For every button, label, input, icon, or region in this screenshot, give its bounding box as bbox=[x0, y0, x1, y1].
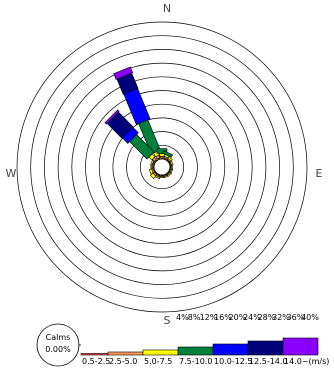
legend-swatch-3 bbox=[177, 346, 214, 356]
legend-swatch-2 bbox=[142, 349, 179, 356]
ring-label-3: 12% bbox=[200, 313, 218, 322]
legend-label-5: 12.5-14.0 bbox=[249, 357, 288, 366]
ring-percent-labels: 4% 8% 12%16%20%24%28%32%36%40% bbox=[176, 313, 319, 322]
legend-swatch-4 bbox=[212, 343, 249, 356]
ring-7 bbox=[57, 62, 267, 272]
legend-label-2: 5.0-7.5 bbox=[144, 357, 172, 366]
legend-swatch-6 bbox=[282, 337, 319, 356]
compass-e-label: E bbox=[316, 167, 323, 180]
ring-6 bbox=[71, 76, 253, 258]
ring-4 bbox=[98, 103, 226, 231]
legend-swatch-5 bbox=[247, 340, 284, 356]
petal-1-bin-6 bbox=[104, 109, 120, 125]
ring-3 bbox=[112, 117, 212, 217]
ring-label-10: 40% bbox=[301, 313, 319, 322]
calms-value: 0.00% bbox=[45, 345, 71, 354]
petal-group bbox=[104, 66, 174, 180]
petal-7-bin-2 bbox=[149, 172, 157, 180]
ring-label-5: 20% bbox=[229, 313, 247, 322]
ring-group bbox=[16, 21, 308, 313]
legend-label-0: 0.5-2.5 bbox=[82, 357, 110, 366]
compass-w-label: W bbox=[6, 167, 17, 180]
ring-9 bbox=[30, 35, 294, 299]
petal-15-bin-2 bbox=[167, 156, 173, 162]
petal-6-bin-2 bbox=[148, 168, 154, 175]
ring-label-4: 16% bbox=[214, 313, 232, 322]
compass-s-label: S bbox=[164, 314, 171, 327]
ring-label-2: 8% bbox=[188, 313, 201, 322]
petal-8-bin-2 bbox=[155, 175, 161, 180]
petal-3-bin-3 bbox=[161, 150, 173, 158]
ring-label-8: 32% bbox=[272, 313, 290, 322]
ring-label-7: 28% bbox=[258, 313, 276, 322]
ring-10 bbox=[16, 21, 308, 313]
legend-label-3: 7.5-10.0 bbox=[179, 357, 212, 366]
ring-2 bbox=[126, 131, 198, 203]
compass-n-label: N bbox=[163, 2, 171, 15]
petal-12-bin-2 bbox=[169, 168, 174, 174]
ring-label-6: 24% bbox=[243, 313, 261, 322]
legend-label-4: 10.0-12.5 bbox=[214, 357, 253, 366]
legend-swatch-1 bbox=[107, 351, 144, 356]
ring-8 bbox=[44, 49, 280, 285]
legend-swatch-group: 0.5-2.52.5-5.0 5.0-7.5 7.5-10.0 10.0-12.512… bbox=[80, 337, 329, 366]
ring-label-9: 36% bbox=[287, 313, 305, 322]
speed-legend: Calms 0.00% 0.5-2.52.5-5.0 5.0-7.5 7.5-10.… bbox=[36, 323, 329, 367]
ring-5 bbox=[85, 90, 239, 244]
legend-swatch-0 bbox=[80, 353, 109, 356]
calm-center bbox=[153, 158, 171, 176]
ring-1 bbox=[139, 144, 185, 190]
legend-label-6: 14.0~(m/s) bbox=[284, 357, 329, 366]
calms-label: Calms bbox=[46, 333, 71, 342]
legend-label-1: 2.5-5.0 bbox=[109, 357, 137, 366]
ring-label-1: 4% bbox=[176, 313, 189, 322]
petal-0-bin-6 bbox=[113, 66, 134, 80]
